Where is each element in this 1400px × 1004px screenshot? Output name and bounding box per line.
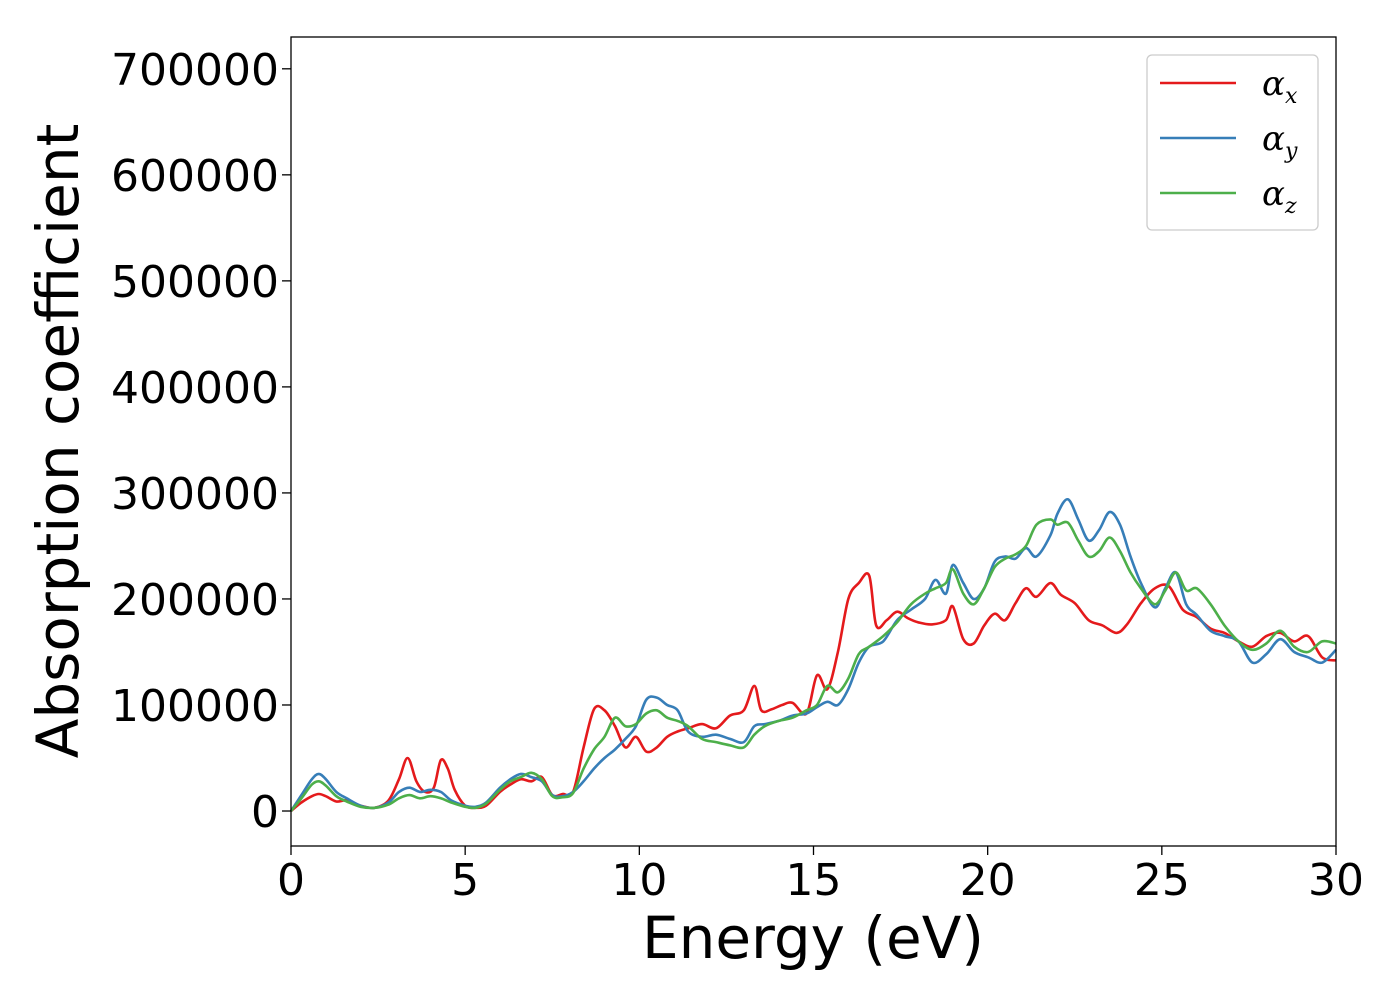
- legend-box: [1146, 54, 1319, 231]
- y-tick-label: 500000: [111, 257, 279, 308]
- y-tick-label: 100000: [111, 681, 279, 732]
- series-line-x: [290, 571, 1337, 813]
- x-tick-label: 0: [277, 855, 305, 906]
- series-line-z: [289, 518, 1337, 812]
- y-axis-ticks: 0 100000 200000 300000 400000 500000 600000 700…: [111, 45, 291, 838]
- x-tick-label: 5: [451, 855, 479, 906]
- series-layer: [289, 498, 1337, 813]
- x-axis-label: Energy (eV): [642, 904, 984, 972]
- y-axis-label: Absorption coefficient: [24, 124, 92, 759]
- y-tick-label: 400000: [111, 363, 279, 414]
- y-tick-label: 200000: [111, 575, 279, 626]
- series-line-y: [289, 498, 1337, 812]
- y-tick-label: 0: [251, 787, 279, 838]
- x-tick-label: 15: [786, 855, 842, 906]
- x-tick-label: 10: [611, 855, 667, 906]
- y-tick-label: 700000: [111, 45, 279, 96]
- x-axis-ticks: 0 5 10 15 20 25 30: [277, 846, 1364, 906]
- x-tick-label: 25: [1134, 855, 1190, 906]
- x-tick-label: 20: [960, 855, 1016, 906]
- y-tick-label: 600000: [111, 151, 279, 202]
- y-tick-label: 300000: [111, 469, 279, 520]
- x-tick-label: 30: [1308, 855, 1364, 906]
